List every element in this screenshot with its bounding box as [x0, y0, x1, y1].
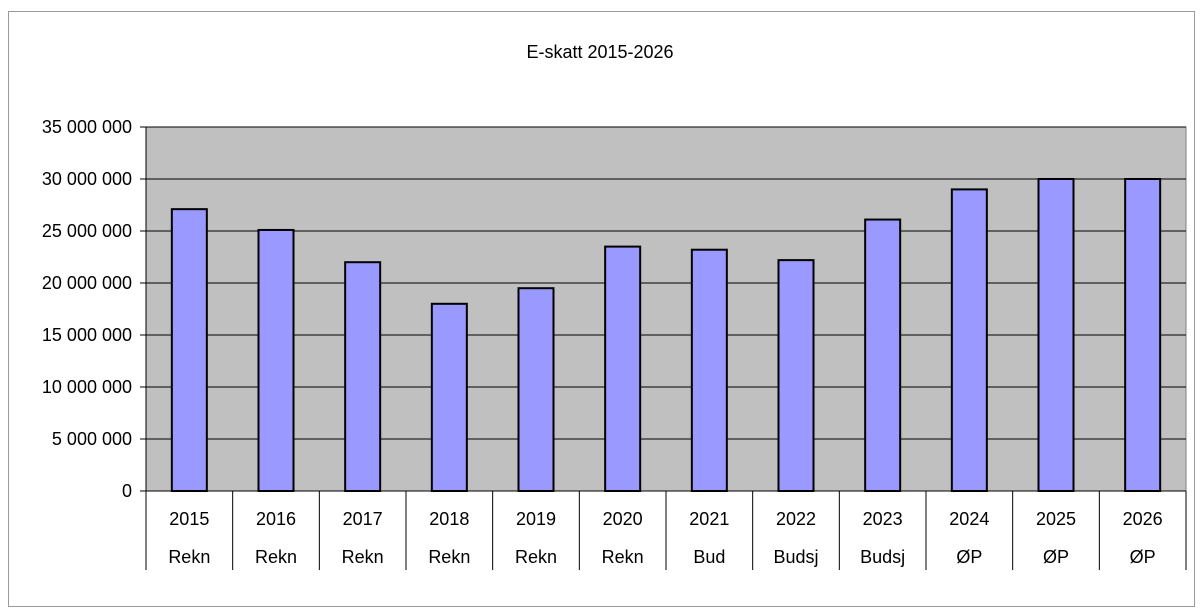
bar-2024: [952, 189, 987, 491]
y-tick-label: 5 000 000: [52, 429, 132, 449]
plot-area: [146, 127, 1186, 491]
x-tick-label-year: 2021: [689, 509, 729, 529]
bar-2022: [779, 260, 814, 491]
x-tick-label-kind: Rekn: [602, 547, 644, 567]
x-tick-label-year: 2026: [1123, 509, 1163, 529]
bar-2023: [865, 220, 900, 491]
x-tick-label-kind: ØP: [956, 547, 982, 567]
y-tick-label: 25 000 000: [42, 221, 132, 241]
bar-2026: [1125, 179, 1160, 491]
y-tick-label: 30 000 000: [42, 169, 132, 189]
y-tick-label: 35 000 000: [42, 117, 132, 137]
bar-2015: [172, 209, 207, 491]
bar-2017: [345, 262, 380, 491]
x-tick-label-kind: Rekn: [168, 547, 210, 567]
x-tick-label-year: 2019: [516, 509, 556, 529]
x-tick-label-year: 2025: [1036, 509, 1076, 529]
x-tick-label-year: 2016: [256, 509, 296, 529]
x-tick-label-year: 2017: [343, 509, 383, 529]
x-tick-label-year: 2023: [863, 509, 903, 529]
x-tick-label-kind: Rekn: [342, 547, 384, 567]
chart-title: E-skatt 2015-2026: [526, 42, 673, 62]
x-tick-label-kind: Rekn: [515, 547, 557, 567]
x-tick-label-kind: Rekn: [255, 547, 297, 567]
x-tick-label-kind: Budsj: [860, 547, 905, 567]
x-tick-label-kind: Rekn: [428, 547, 470, 567]
bar-2021: [692, 250, 727, 491]
x-tick-label-kind: Budsj: [773, 547, 818, 567]
x-tick-label-year: 2022: [776, 509, 816, 529]
x-tick-label-year: 2024: [949, 509, 989, 529]
bar-2025: [1039, 179, 1074, 491]
bar-2019: [519, 288, 554, 491]
y-axis-tick-labels: 0 5 000 000 10 000 000 15 000 000 20 000 000…: [42, 117, 132, 501]
x-tick-label-year: 2015: [169, 509, 209, 529]
x-tick-label-kind: Bud: [693, 547, 725, 567]
bar-2018: [432, 304, 467, 491]
y-tick-label: 10 000 000: [42, 377, 132, 397]
x-tick-label-year: 2020: [603, 509, 643, 529]
x-tick-label-year: 2018: [429, 509, 469, 529]
y-tick-label: 15 000 000: [42, 325, 132, 345]
bar-2020: [605, 247, 640, 491]
x-tick-label-kind: ØP: [1130, 547, 1156, 567]
y-tick-label: 20 000 000: [42, 273, 132, 293]
bar-2016: [259, 230, 294, 491]
x-tick-label-kind: ØP: [1043, 547, 1069, 567]
y-tick-label: 0: [122, 481, 132, 501]
